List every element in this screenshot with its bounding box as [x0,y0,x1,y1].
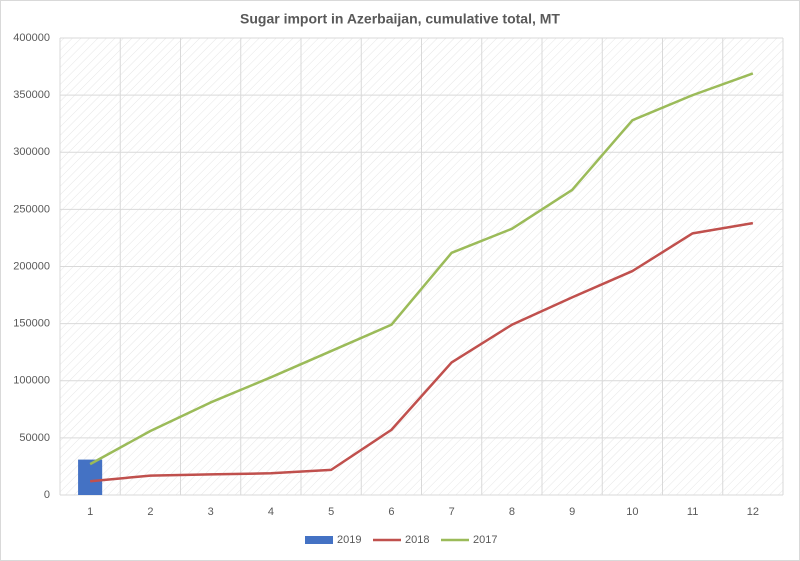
y-tick-label: 300000 [13,146,50,158]
y-tick-label: 0 [44,489,50,501]
y-tick-label: 200000 [13,260,50,272]
legend-label: 2019 [337,534,361,546]
chart-title: Sugar import in Azerbaijan, cumulative t… [240,11,560,27]
y-tick-label: 250000 [13,203,50,215]
x-tick-label: 2 [147,506,153,518]
x-tick-label: 11 [687,506,698,518]
y-tick-label: 100000 [13,375,50,387]
x-tick-label: 3 [208,506,214,518]
y-tick-label: 50000 [19,432,50,444]
y-tick-label: 350000 [13,89,50,101]
y-tick-label: 150000 [13,318,50,330]
x-tick-label: 7 [449,506,455,518]
x-tick-label: 6 [388,506,394,518]
line [89,72,754,466]
line [90,221,754,483]
x-tick-label: 10 [626,506,638,518]
legend-swatch [305,536,333,544]
legend-label: 2017 [473,534,497,546]
x-tick-label: 1 [87,506,93,518]
x-tick-label: 5 [328,506,334,518]
x-tick-label: 12 [747,506,759,518]
x-tick-label: 4 [268,506,274,518]
x-tick-label: 8 [509,506,515,518]
y-tick-label: 400000 [13,32,50,44]
legend-label: 2018 [405,534,429,546]
x-tick-label: 9 [569,506,575,518]
bar [78,459,103,495]
